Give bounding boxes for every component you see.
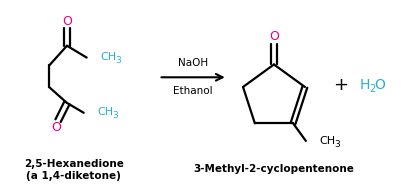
Text: O: O xyxy=(51,121,61,134)
Text: +: + xyxy=(333,76,349,94)
Text: 2: 2 xyxy=(370,84,376,94)
Text: O: O xyxy=(269,30,279,43)
Text: CH: CH xyxy=(97,107,114,117)
Text: 3: 3 xyxy=(112,111,118,120)
Text: 3: 3 xyxy=(335,140,340,149)
Text: NaOH: NaOH xyxy=(178,58,208,68)
Text: (a 1,4-diketone): (a 1,4-diketone) xyxy=(26,171,121,181)
Text: 3: 3 xyxy=(115,56,121,65)
Text: 3-Methyl-2-cyclopentenone: 3-Methyl-2-cyclopentenone xyxy=(194,164,354,174)
Text: O: O xyxy=(375,78,385,92)
Text: CH: CH xyxy=(101,52,117,62)
Text: Ethanol: Ethanol xyxy=(173,86,213,96)
Text: 2,5-Hexanedione: 2,5-Hexanedione xyxy=(24,159,124,169)
Text: CH: CH xyxy=(320,136,336,146)
Text: O: O xyxy=(62,15,72,28)
Text: H: H xyxy=(360,78,370,92)
